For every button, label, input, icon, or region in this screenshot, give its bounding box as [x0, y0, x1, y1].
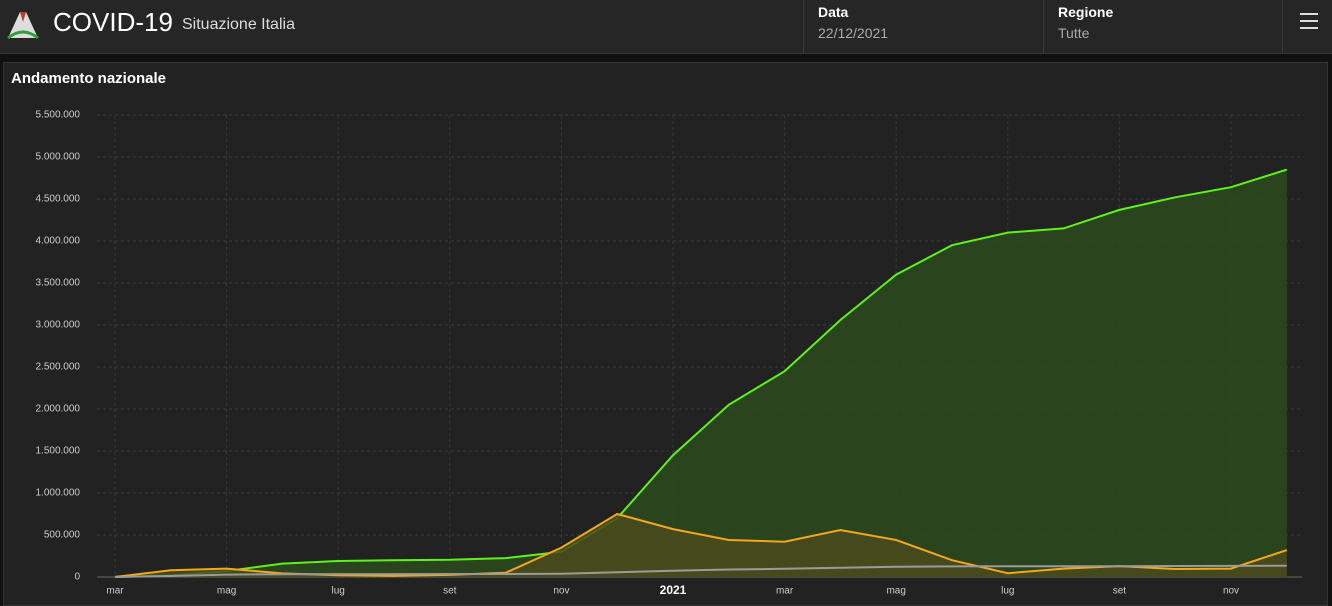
- panel-title: Andamento nazionale: [11, 70, 167, 87]
- x-tick-label: mag: [886, 586, 905, 597]
- region-selector[interactable]: Regione Tutte: [1043, 0, 1283, 53]
- app-subtitle: Situazione Italia: [182, 16, 295, 33]
- y-tick-label: 3.000.000: [36, 320, 81, 331]
- x-tick-label: mar: [106, 586, 124, 597]
- x-tick-label: 2021: [660, 583, 687, 597]
- date-selector[interactable]: Data 22/12/2021: [803, 0, 1044, 53]
- y-tick-label: 3.500.000: [36, 278, 81, 289]
- y-tick-label: 5.000.000: [36, 152, 81, 163]
- x-tick-label: nov: [1223, 586, 1239, 597]
- x-tick-label: mar: [776, 586, 794, 597]
- y-tick-label: 4.500.000: [36, 194, 81, 205]
- menu-icon: [1300, 13, 1318, 29]
- y-tick-label: 0: [74, 572, 80, 583]
- y-tick-label: 5.500.000: [36, 110, 81, 121]
- y-tick-label: 1.500.000: [36, 446, 81, 457]
- series-area: [115, 514, 1287, 577]
- y-tick-label: 2.000.000: [36, 404, 81, 415]
- y-tick-label: 2.500.000: [36, 362, 81, 373]
- x-tick-label: mag: [217, 586, 236, 597]
- date-label: Data: [818, 4, 849, 20]
- series-area: [115, 169, 1287, 577]
- series-line: [114, 564, 1287, 578]
- region-label: Regione: [1058, 4, 1114, 20]
- x-tick-label: set: [1113, 586, 1127, 597]
- region-value: Tutte: [1058, 25, 1090, 41]
- x-tick-label: lug: [1001, 586, 1014, 597]
- date-value: 22/12/2021: [818, 25, 889, 41]
- y-tick-label: 4.000.000: [36, 236, 81, 247]
- header: COVID-19 Situazione Italia Data 22/12/20…: [0, 0, 1332, 54]
- x-tick-label: lug: [332, 586, 345, 597]
- app-title: COVID-19: [53, 7, 173, 37]
- series-line: [114, 168, 1288, 578]
- menu-button[interactable]: [1282, 0, 1332, 53]
- y-tick-label: 500.000: [44, 530, 81, 541]
- logo: [7, 12, 39, 40]
- y-tick-label: 1.000.000: [36, 488, 81, 499]
- x-tick-label: set: [443, 586, 457, 597]
- x-tick-label: nov: [553, 586, 569, 597]
